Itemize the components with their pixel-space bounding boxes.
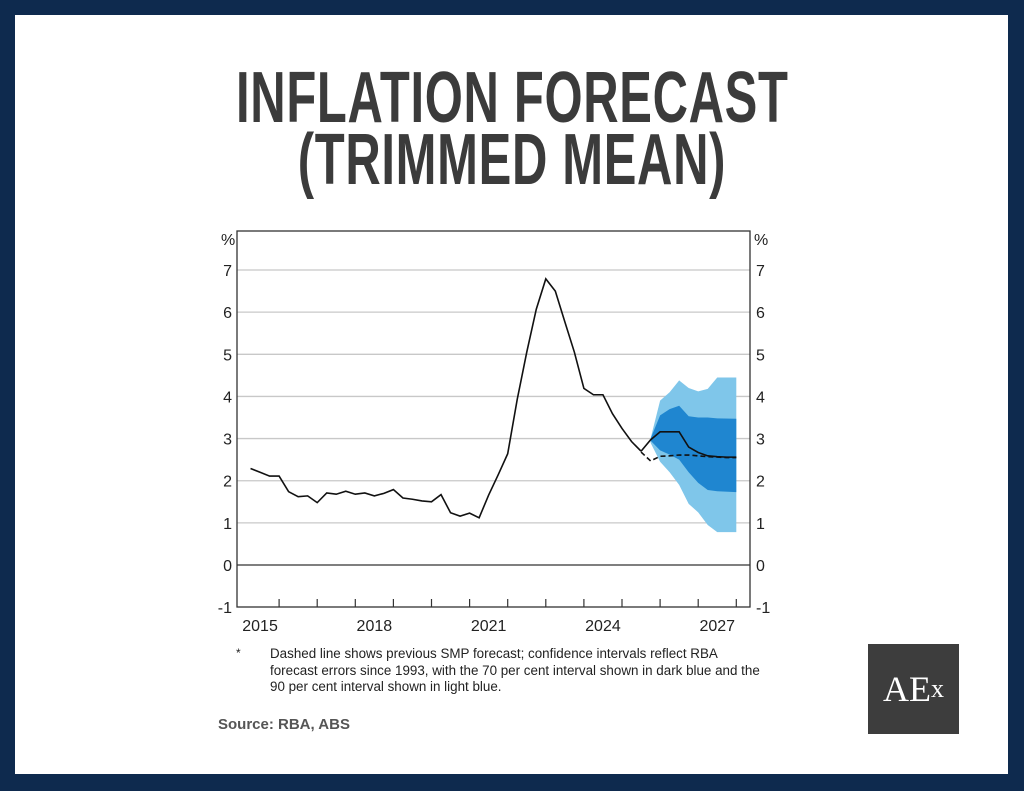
aex-logo: AE x — [868, 644, 959, 734]
y-tick-label-left: 6 — [223, 305, 232, 322]
y-tick-label-left: 5 — [223, 347, 232, 364]
footnote: Dashed line shows previous SMP forecast;… — [270, 646, 760, 694]
y-tick-label-right: 3 — [756, 432, 765, 449]
y-tick-label-right: 5 — [756, 347, 765, 364]
y-tick-label-right: -1 — [756, 600, 770, 617]
y-tick-label-left: 0 — [223, 558, 232, 575]
x-tick-label: 2027 — [699, 618, 735, 635]
y-tick-label-left: 4 — [223, 389, 232, 406]
chart-title-line2: (TRIMMED MEAN) — [297, 120, 727, 200]
y-tick-label-right: 6 — [756, 305, 765, 322]
source-note: Source: RBA, ABS — [218, 716, 350, 733]
previous-forecast-line — [640, 451, 737, 462]
y-tick-label-left: -1 — [218, 600, 232, 617]
y-tick-label-left: 7 — [223, 263, 232, 280]
plot-frame — [236, 230, 751, 608]
y-unit-right: % — [754, 232, 768, 249]
y-tick-label-left: 1 — [223, 516, 232, 533]
y-tick-label-right: 1 — [756, 516, 765, 533]
footnote-marker: * — [236, 646, 241, 660]
chart-title-line1: INFLATION FORECAST — [235, 58, 789, 138]
y-tick-label-right: 4 — [756, 389, 765, 406]
x-tick-label: 2018 — [357, 618, 393, 635]
card — [15, 15, 1008, 774]
y-tick-label-right: 2 — [756, 474, 765, 491]
y-tick-label-left: 3 — [223, 432, 232, 449]
inflation-line — [250, 277, 642, 519]
y-tick-label-right: 0 — [756, 558, 765, 575]
x-tick-label: 2024 — [585, 618, 621, 635]
x-tick-label: 2015 — [242, 618, 278, 635]
y-tick-label-left: 2 — [223, 474, 232, 491]
x-tick-label: 2021 — [471, 618, 507, 635]
y-unit-left: % — [221, 232, 235, 249]
y-tick-label-right: 7 — [756, 263, 765, 280]
